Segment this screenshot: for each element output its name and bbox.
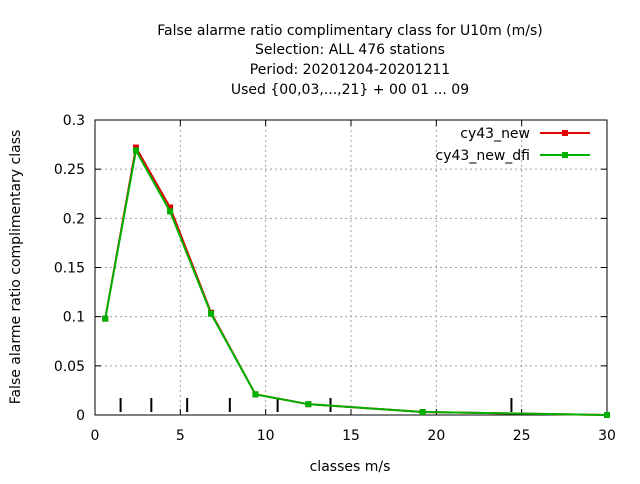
data-point-cy43_new_dfi [208, 310, 215, 317]
title-line: False alarme ratio complimentary class f… [157, 23, 542, 39]
data-point-cy43_new_dfi [167, 208, 174, 215]
y-tick-label: 0.3 [63, 113, 85, 129]
x-tick-label: 15 [342, 428, 360, 444]
x-tick-label: 5 [176, 428, 185, 444]
title-line: Period: 20201204-20201211 [250, 62, 450, 78]
y-tick-label: 0.1 [63, 310, 85, 326]
legend-swatch-marker [562, 152, 568, 158]
data-point-cy43_new [167, 204, 174, 211]
class-limit-marks [119, 398, 513, 412]
y-tick-label: 0.05 [54, 359, 85, 375]
series-line-cy43_new_dfi [104, 147, 608, 416]
x-tick-label: 20 [427, 428, 445, 444]
y-tick-label: 0.15 [54, 261, 85, 277]
data-point-cy43_new_dfi [132, 147, 139, 154]
data-point-cy43_new_dfi [252, 391, 259, 398]
data-point-cy43_new_dfi [419, 409, 426, 416]
grid [95, 120, 607, 415]
x-tick-label: 10 [257, 428, 275, 444]
x-tick-label: 30 [598, 428, 616, 444]
y-tick-label: 0.25 [54, 162, 85, 178]
legend-swatch-marker [562, 130, 568, 136]
series [102, 144, 610, 418]
data-point-cy43_new_dfi [604, 412, 610, 418]
y-tick-label: 0.2 [63, 211, 85, 227]
data-point-cy43_new_dfi [102, 315, 109, 322]
data-point-cy43_new_dfi [305, 401, 312, 408]
x-tick-label: 0 [91, 428, 100, 444]
chart-title: False alarme ratio complimentary class f… [157, 23, 542, 98]
legend-label: cy43_new [460, 126, 530, 142]
title-line: Selection: ALL 476 stations [255, 42, 445, 58]
x-axis-label: classes m/s [310, 459, 391, 475]
y-axis-label: False alarme ratio complimentary class [8, 130, 24, 405]
x-tick-label: 25 [513, 428, 531, 444]
title-line: Used {00,03,...,21} + 00 01 ... 09 [231, 82, 469, 98]
legend: cy43_new cy43_new_dfi [436, 126, 590, 164]
y-tick-label: 0 [76, 408, 85, 424]
legend-label: cy43_new_dfi [436, 148, 530, 164]
axes: 0 5 10 15 20 25 30 0 0.05 0.1 0.15 0.2 0.25 0.3 [54, 113, 616, 444]
